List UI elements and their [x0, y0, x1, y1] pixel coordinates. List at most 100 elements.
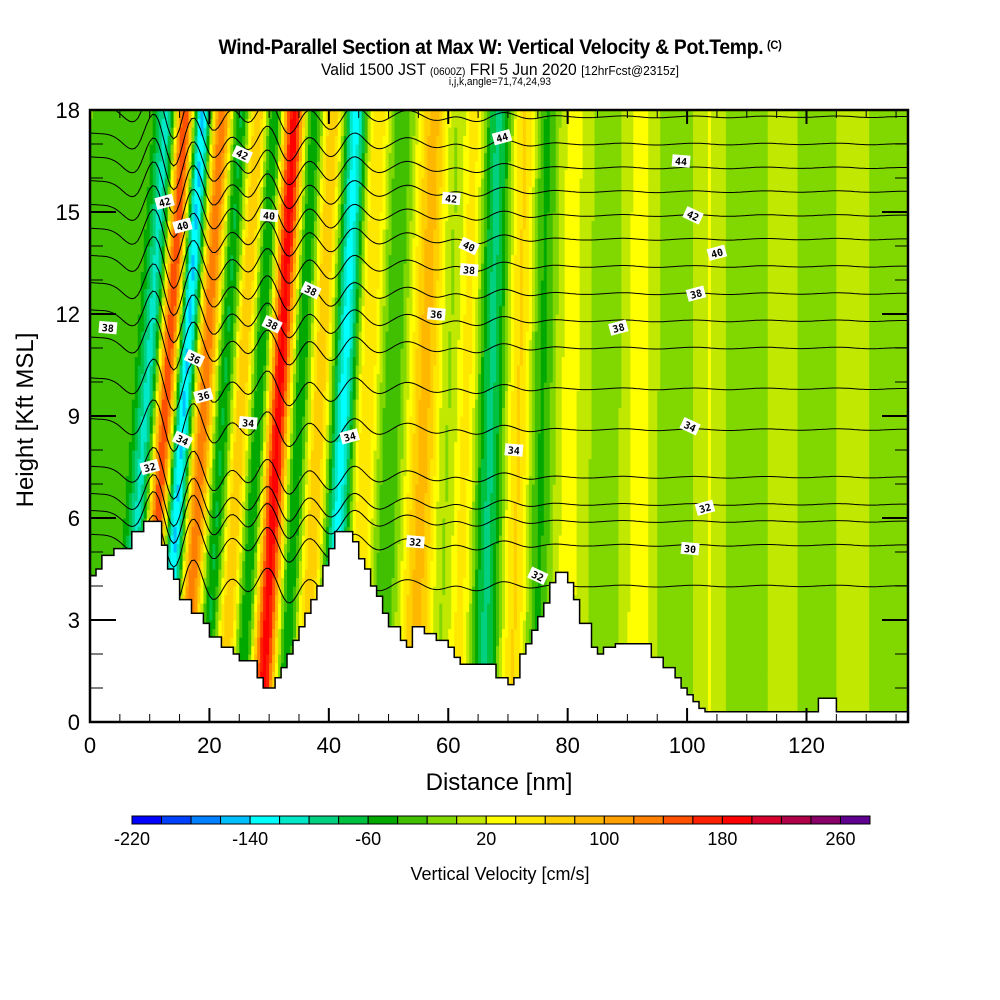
w-cell [284, 492, 288, 502]
w-cell [588, 586, 620, 596]
w-cell [725, 509, 769, 519]
w-cell [630, 467, 649, 477]
w-cell [218, 407, 222, 417]
w-cell [203, 509, 208, 519]
w-cell [693, 492, 709, 502]
w-cell [275, 492, 279, 502]
w-cell [493, 390, 500, 400]
w-cell [343, 424, 348, 434]
w-cell [358, 467, 372, 477]
w-cell [430, 526, 434, 536]
w-cell [313, 577, 318, 587]
w-cell [445, 484, 449, 494]
w-cell [412, 450, 419, 460]
w-cell [125, 475, 133, 485]
w-cell [355, 382, 360, 392]
w-cell [510, 484, 518, 494]
w-cell [400, 509, 405, 519]
w-cell [370, 518, 378, 528]
w-cell [224, 475, 228, 485]
w-cell [397, 441, 405, 451]
w-cell [191, 484, 196, 494]
w-cell [170, 433, 175, 443]
w-cell [254, 628, 258, 638]
w-cell [301, 594, 306, 604]
w-cell [245, 577, 252, 587]
w-cell [176, 373, 181, 383]
w-cell [290, 518, 300, 528]
w-cell [561, 492, 578, 502]
w-cell [797, 577, 837, 587]
w-cell [245, 382, 249, 392]
w-cell [272, 441, 276, 451]
w-cell [618, 611, 628, 621]
w-cell [197, 450, 205, 460]
w-cell [481, 645, 488, 655]
w-cell [281, 611, 285, 621]
w-cell [693, 416, 709, 426]
w-cell [493, 416, 500, 426]
w-cell [415, 518, 425, 528]
w-cell [430, 569, 437, 579]
w-cell [501, 492, 506, 502]
w-cell [361, 390, 375, 400]
w-cell [167, 450, 172, 460]
w-cell [436, 390, 443, 400]
w-cell [549, 518, 554, 528]
w-cell [725, 399, 769, 409]
w-cell [346, 399, 351, 409]
w-cell [507, 467, 512, 477]
w-cell [328, 416, 333, 426]
w-cell [179, 543, 184, 553]
w-cell [588, 535, 620, 545]
w-cell [487, 458, 494, 468]
w-cell [707, 518, 712, 528]
w-cell [152, 484, 157, 494]
w-cell [499, 416, 503, 426]
w-cell [215, 594, 219, 604]
w-cell [194, 577, 199, 587]
w-cell [325, 535, 330, 545]
w-cell [540, 543, 548, 553]
w-cell [227, 450, 231, 460]
w-cell [349, 407, 354, 417]
w-cell [519, 424, 527, 434]
w-cell [304, 475, 309, 485]
w-cell [513, 645, 521, 655]
w-cell [507, 501, 512, 511]
w-cell [215, 475, 225, 485]
w-cell [230, 509, 240, 519]
w-cell [710, 662, 727, 672]
w-cell [767, 518, 799, 528]
w-cell [445, 424, 449, 434]
w-cell [707, 569, 712, 579]
w-cell [197, 382, 202, 392]
w-cell [155, 407, 160, 417]
w-cell [251, 654, 255, 664]
w-cell [212, 458, 216, 468]
w-cell [707, 705, 712, 715]
w-cell [90, 509, 127, 519]
w-cell [490, 501, 497, 511]
w-cell [707, 662, 712, 672]
w-cell [767, 450, 799, 460]
w-cell [448, 373, 452, 383]
vertical-velocity-field [90, 110, 908, 722]
w-cell [224, 467, 228, 477]
w-cell [466, 628, 470, 638]
w-cell [487, 441, 494, 451]
w-cell [125, 484, 133, 494]
w-cell [334, 484, 339, 494]
w-cell [576, 458, 590, 468]
w-cell [304, 509, 309, 519]
w-cell [507, 382, 515, 392]
w-cell [272, 475, 279, 485]
w-cell [304, 543, 309, 553]
w-cell [304, 586, 315, 596]
w-cell [528, 518, 533, 528]
w-cell [293, 603, 297, 613]
w-cell [490, 569, 494, 579]
w-cell [707, 433, 712, 443]
w-cell [230, 407, 234, 417]
w-cell [248, 637, 252, 647]
